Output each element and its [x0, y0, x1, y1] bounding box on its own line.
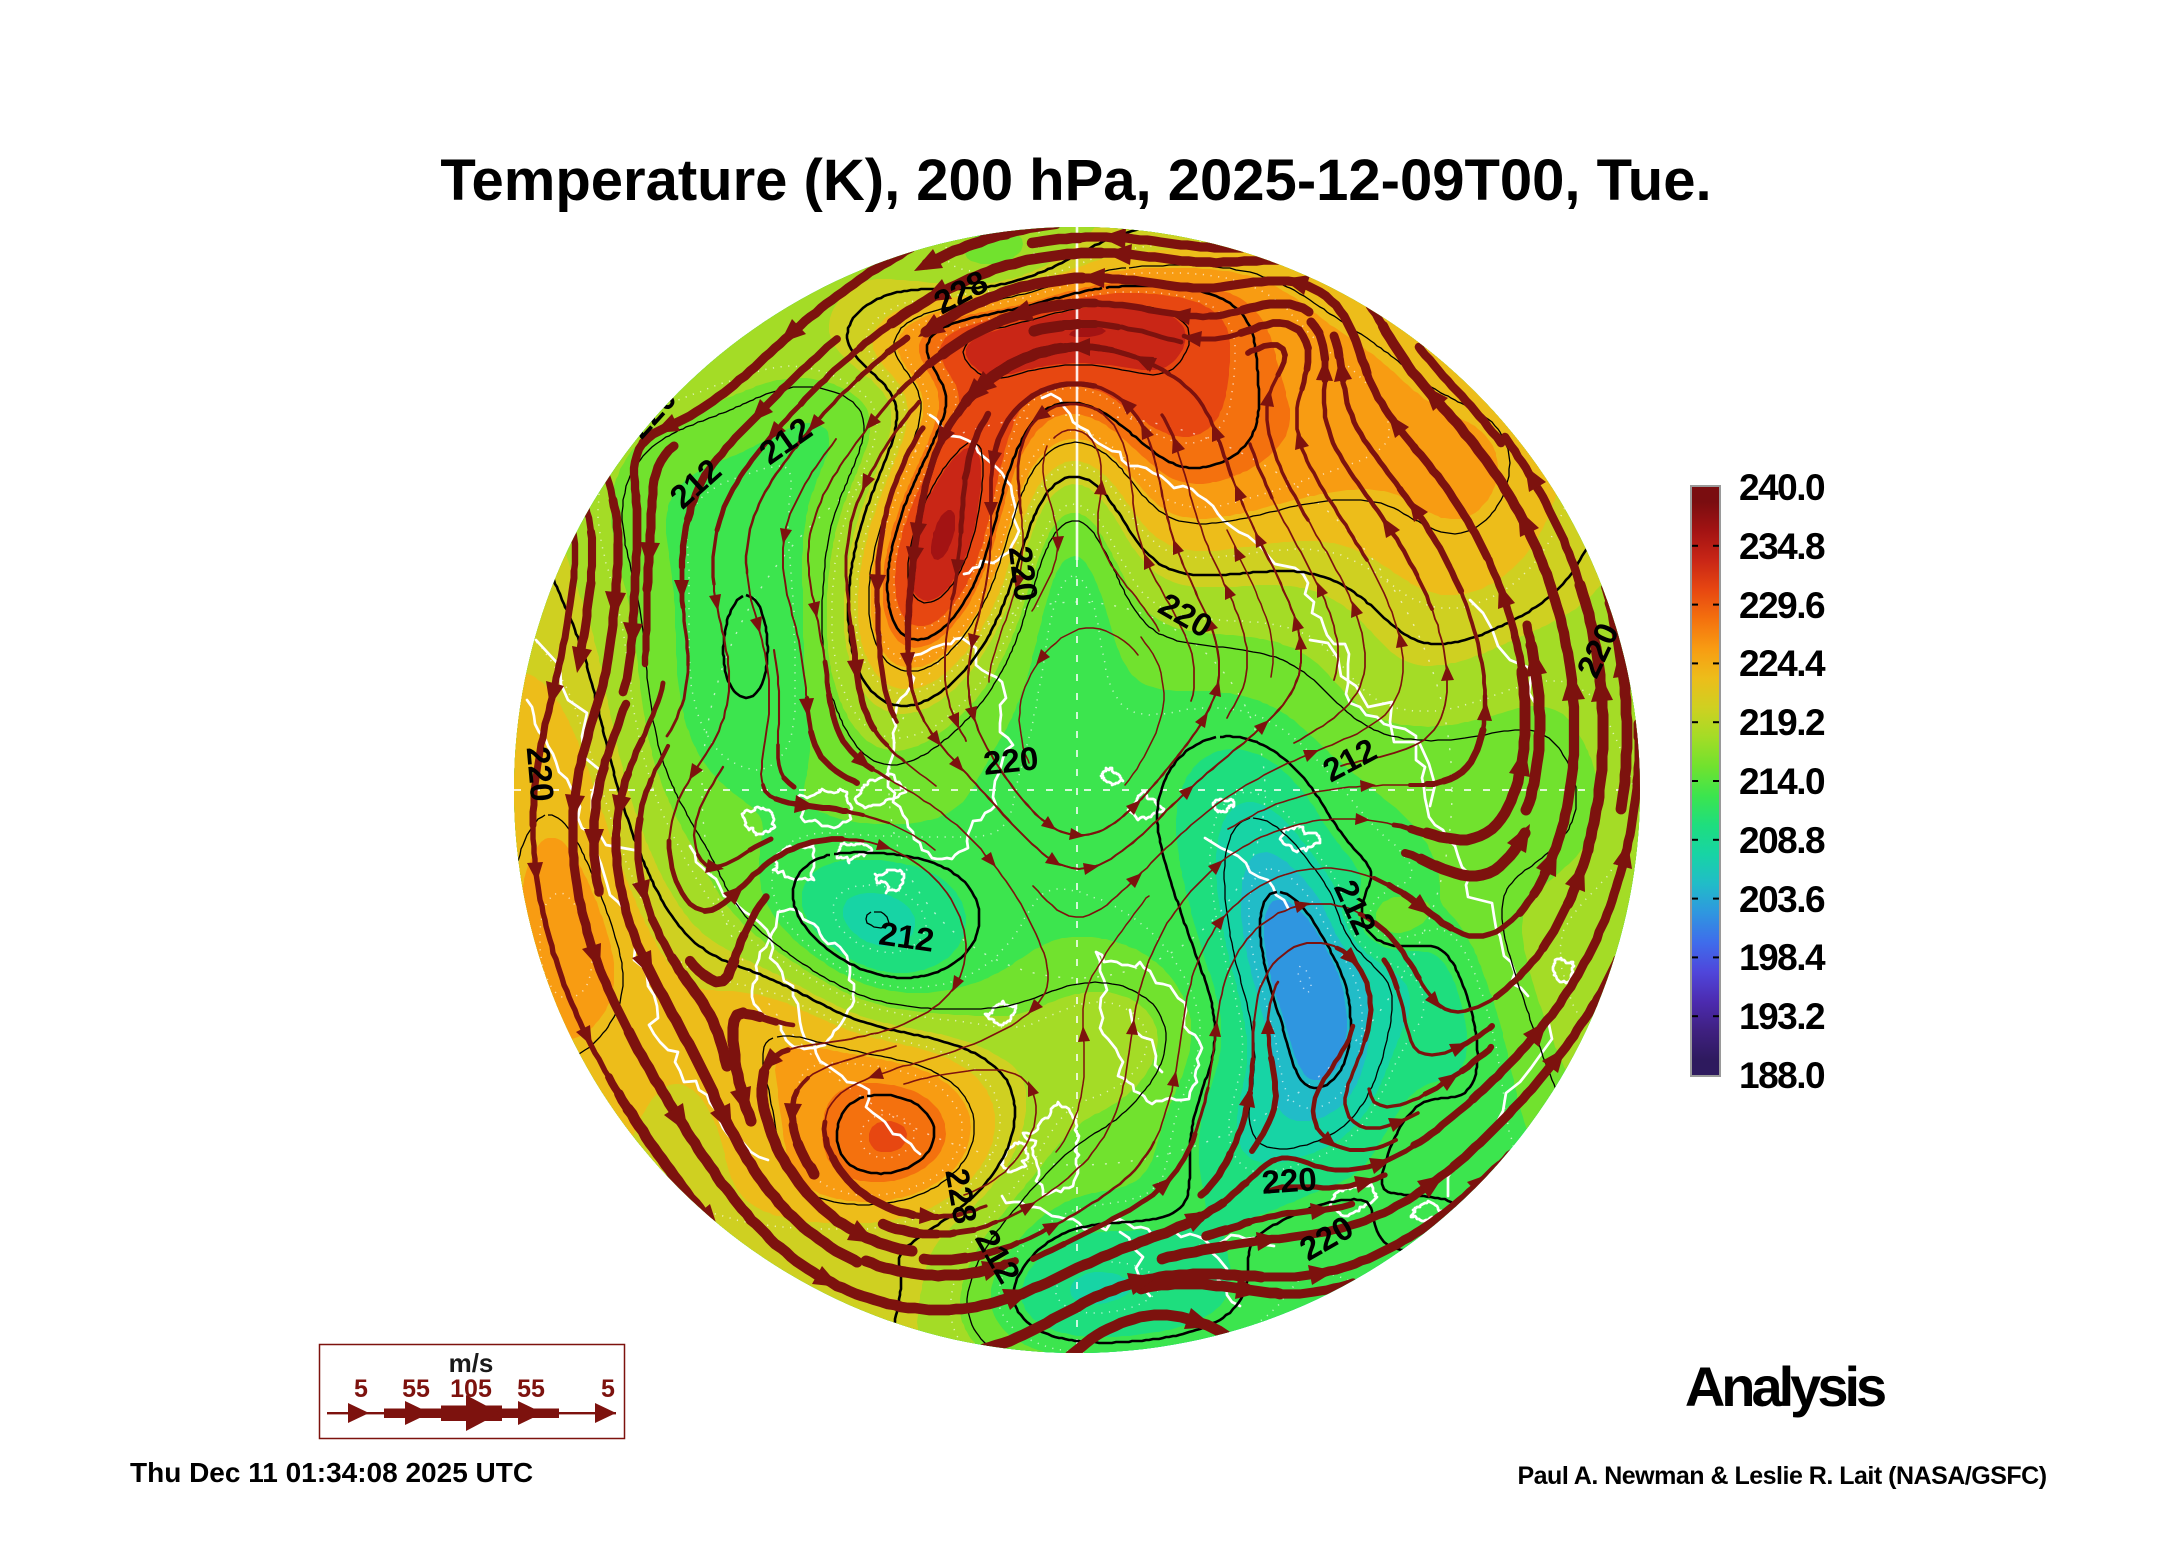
svg-text:212: 212: [877, 914, 937, 958]
svg-text:220: 220: [1260, 1160, 1318, 1201]
svg-text:5: 5: [601, 1375, 615, 1403]
svg-text:220: 220: [520, 745, 562, 803]
svg-text:193.2: 193.2: [1739, 996, 1825, 1037]
svg-text:Temperature (K), 200 hPa, 2025: Temperature (K), 200 hPa, 2025-12-09T00,…: [440, 148, 1711, 213]
svg-text:5: 5: [354, 1375, 368, 1403]
svg-text:219.2: 219.2: [1739, 702, 1825, 743]
svg-text:220: 220: [981, 739, 1040, 782]
svg-text:208.8: 208.8: [1739, 820, 1825, 861]
svg-text:220: 220: [1002, 544, 1045, 603]
svg-text:234.8: 234.8: [1739, 526, 1825, 567]
svg-text:m/s: m/s: [449, 1348, 494, 1378]
svg-text:55: 55: [402, 1375, 430, 1403]
svg-text:203.6: 203.6: [1739, 879, 1825, 920]
svg-text:188.0: 188.0: [1739, 1055, 1825, 1096]
svg-text:240.0: 240.0: [1739, 467, 1825, 508]
svg-text:224.4: 224.4: [1739, 643, 1826, 684]
svg-text:198.4: 198.4: [1739, 937, 1826, 978]
svg-text:229.6: 229.6: [1739, 585, 1825, 626]
svg-text:Analysis: Analysis: [1685, 1355, 1885, 1418]
svg-text:Thu Dec 11 01:34:08 2025 UTC: Thu Dec 11 01:34:08 2025 UTC: [130, 1457, 533, 1488]
svg-text:Paul A. Newman & Leslie R. Lai: Paul A. Newman & Leslie R. Lait (NASA/GS…: [1517, 1462, 2046, 1490]
svg-text:55: 55: [517, 1375, 545, 1403]
svg-text:214.0: 214.0: [1739, 761, 1825, 802]
